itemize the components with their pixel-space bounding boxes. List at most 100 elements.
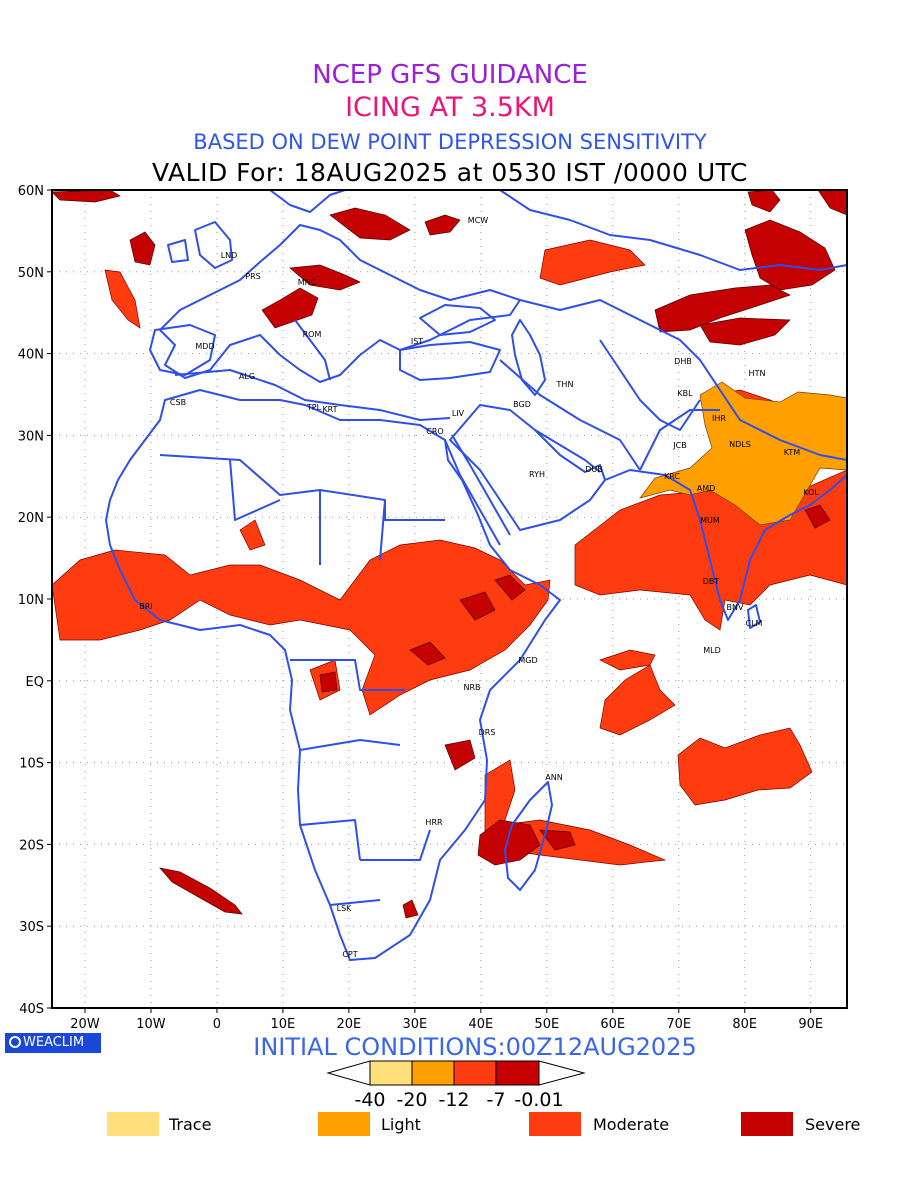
station-label: MLD <box>703 646 721 655</box>
lat-label: 20N <box>18 511 44 526</box>
lon-label: 70E <box>666 1017 691 1032</box>
lon-label: 10E <box>271 1017 296 1032</box>
station-label: ALG <box>239 372 255 381</box>
icing-areas <box>52 190 847 919</box>
station-label: JCB <box>672 441 686 450</box>
icing-area-severe <box>444 739 476 771</box>
title-line-3: BASED ON DEW POINT DEPRESSION SENSITIVIT… <box>193 130 707 154</box>
coastlines <box>105 190 847 961</box>
station-label: NRB <box>463 683 480 692</box>
station-label: DBT <box>703 577 720 586</box>
station-label: MUM <box>700 516 720 525</box>
icing-area-severe <box>747 190 781 213</box>
lon-label: 80E <box>732 1017 757 1032</box>
icing-area-severe <box>319 671 338 693</box>
colorbar-tick-label: -7 <box>487 1089 506 1111</box>
station-label: KBL <box>677 389 693 398</box>
station-label: LIV <box>452 409 465 418</box>
legend-label-trace: Trace <box>169 1115 212 1134</box>
iberia-coast <box>149 324 216 376</box>
legend-label-light: Light <box>381 1115 421 1134</box>
africa-coast <box>105 389 561 961</box>
station-label: DRS <box>479 728 496 737</box>
colorbar: -40 -20 -12 -7 -0.01 <box>326 1060 586 1111</box>
lon-label: 0 <box>213 1017 221 1032</box>
icing-area-moderate <box>539 239 646 286</box>
britain-coast <box>194 221 233 269</box>
icing-area-moderate <box>677 727 813 806</box>
legend-label-severe: Severe <box>805 1115 861 1134</box>
station-label: KRT <box>322 405 337 414</box>
colorbar-severe <box>495 1060 540 1086</box>
srilanka-coast <box>747 604 761 629</box>
lat-label: 10S <box>19 757 44 772</box>
lon-label: 20W <box>70 1017 100 1032</box>
station-label: IHR <box>712 414 726 423</box>
station-label: LND <box>221 251 238 260</box>
ireland-coast <box>167 239 189 263</box>
icing-area-severe <box>261 287 319 329</box>
station-label: TPL <box>306 403 322 412</box>
longitude-labels: 20W 10W 0 10E 20E 30E 40E 50E 60E 70E 80E 90E <box>70 1008 823 1032</box>
lon-label: 60E <box>600 1017 625 1032</box>
station-label: KTM <box>784 448 801 457</box>
colorbar-trace <box>369 1060 413 1086</box>
station-label: AMD <box>697 484 716 493</box>
caspian-coast <box>511 319 546 396</box>
icing-area-light <box>639 381 847 526</box>
station-label: CRO <box>426 427 443 436</box>
icing-area-severe <box>424 214 461 236</box>
icing-area-moderate <box>104 269 141 329</box>
legend-swatch-moderate <box>529 1112 581 1136</box>
icing-area-moderate <box>239 519 266 551</box>
station-label: CLM <box>746 619 763 628</box>
station-label: MDD <box>195 342 214 351</box>
title-line-2: ICING AT 3.5KM <box>345 92 555 123</box>
lat-label: 30N <box>18 429 44 444</box>
station-label: LSK <box>337 904 353 913</box>
icing-area-moderate <box>484 759 516 841</box>
lat-label: EQ <box>26 675 44 690</box>
icing-area-severe <box>539 829 576 851</box>
scandinavia-coast <box>269 190 346 213</box>
colorbar-tick-label: -40 <box>354 1089 385 1111</box>
station-label: ANN <box>545 773 562 782</box>
lon-label: 20E <box>337 1017 362 1032</box>
station-label: ROM <box>303 330 322 339</box>
icing-area-severe <box>699 317 791 346</box>
southasia-coast <box>604 469 847 621</box>
med-coast <box>174 369 451 421</box>
legend-swatch-severe <box>741 1112 793 1136</box>
lon-label: 30E <box>402 1017 427 1032</box>
country-border <box>159 454 445 906</box>
lat-label: 40S <box>19 1002 44 1017</box>
redsea-coast <box>444 434 511 546</box>
station-label: HTN <box>749 369 766 378</box>
icing-area-severe <box>817 190 847 216</box>
icing-area-severe <box>159 867 243 915</box>
station-label: BRI <box>139 602 152 611</box>
anatolia-coast <box>399 341 501 381</box>
colorbar-tick-label: -12 <box>438 1089 469 1111</box>
legend-swatch-light <box>318 1112 370 1136</box>
colorbar-light <box>411 1060 455 1086</box>
lat-label: 40N <box>18 348 44 363</box>
europe-coast <box>159 224 521 383</box>
lat-label: 60N <box>18 184 44 199</box>
legend-label-moderate: Moderate <box>593 1115 670 1134</box>
station-label: CPT <box>342 950 357 959</box>
asia-coast <box>499 190 847 271</box>
italy-coast <box>294 319 331 381</box>
legend-swatch-trace <box>107 1112 159 1136</box>
station-label: THN <box>556 380 574 389</box>
station-label: MNC <box>298 278 317 287</box>
colorbar-tick-label: -20 <box>396 1089 427 1111</box>
colorbar-tick-label: -0.01 <box>514 1089 563 1111</box>
madagascar-coast <box>504 781 553 891</box>
icing-area-severe <box>129 231 156 266</box>
station-label: DUB <box>585 465 603 474</box>
icing-area-moderate <box>599 649 656 671</box>
lat-label: 50N <box>18 266 44 281</box>
icing-area-severe <box>52 190 121 203</box>
